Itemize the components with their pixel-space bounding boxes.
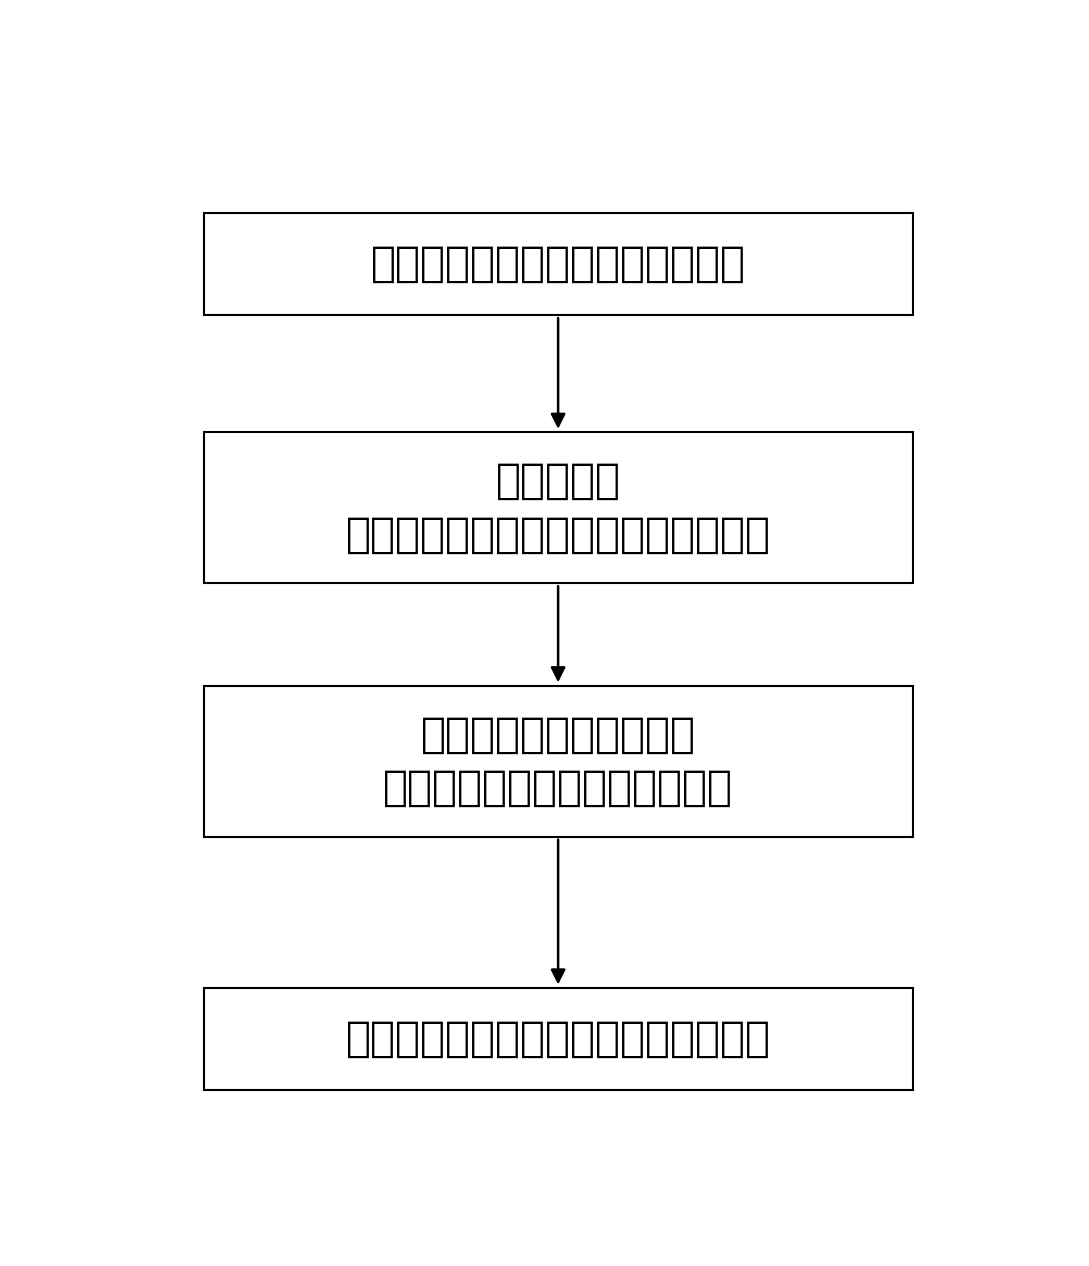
Text: 采用微波成像技术对反射系数相位值进: 采用微波成像技术对反射系数相位值进: [345, 514, 771, 556]
Text: 采集被测管道表面反射的微波信号: 采集被测管道表面反射的微波信号: [370, 243, 746, 285]
Text: 对成像结果进行边缘检测处理，: 对成像结果进行边缘检测处理，: [383, 767, 733, 809]
Bar: [204, 213, 913, 315]
Text: 行成像处理: 行成像处理: [495, 460, 621, 501]
Text: 构建缺陷检测模型，计算缺陷深度信息: 构建缺陷检测模型，计算缺陷深度信息: [345, 1018, 771, 1060]
Bar: [204, 686, 913, 837]
Text: 得到缺陷位置和宽度信息: 得到缺陷位置和宽度信息: [420, 713, 696, 756]
Bar: [204, 432, 913, 584]
Bar: [204, 987, 913, 1090]
